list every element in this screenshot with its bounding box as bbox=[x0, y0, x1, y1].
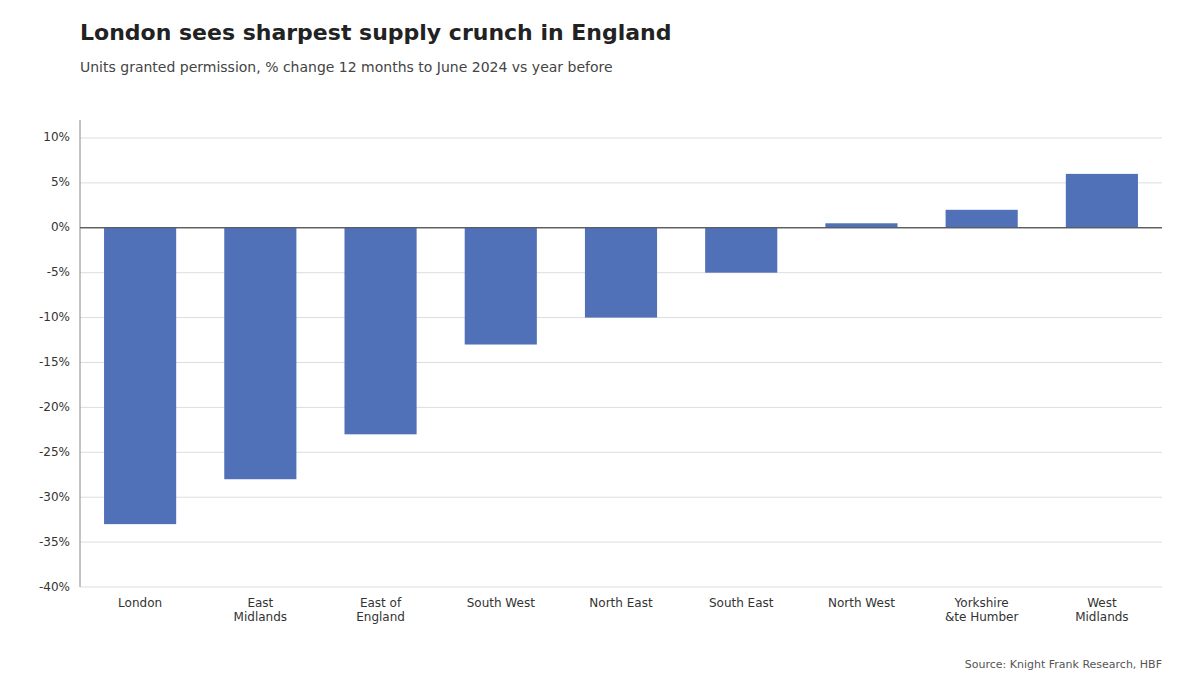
zero-line bbox=[80, 227, 1162, 228]
y-tick-label: -35% bbox=[39, 535, 70, 549]
y-tick-label: -25% bbox=[39, 445, 70, 459]
y-tick-label: 10% bbox=[43, 130, 70, 144]
x-tick-label-line: North West bbox=[828, 596, 895, 610]
y-tick-label: -10% bbox=[39, 310, 70, 324]
x-tick-label: London bbox=[118, 596, 162, 610]
bar bbox=[1066, 174, 1138, 228]
bar bbox=[465, 228, 537, 345]
x-tick-label: South East bbox=[709, 596, 774, 610]
x-tick-label-line: South East bbox=[709, 596, 774, 610]
x-tick-label: Yorkshire&te Humber bbox=[945, 596, 1019, 624]
zero-line bbox=[80, 227, 1162, 228]
x-tick-label-line: South West bbox=[467, 596, 535, 610]
grid-line bbox=[80, 587, 1162, 588]
x-tick-label-line: East of bbox=[360, 596, 402, 610]
bar bbox=[344, 228, 416, 435]
grid-line bbox=[80, 137, 1162, 138]
x-tick-label: North East bbox=[589, 596, 653, 610]
bar bbox=[825, 223, 897, 227]
y-tick-label: -30% bbox=[39, 490, 70, 504]
x-tick-label: WestMidlands bbox=[1075, 596, 1128, 624]
x-tick-label-line: West bbox=[1087, 596, 1117, 610]
chart: London sees sharpest supply crunch in En… bbox=[0, 0, 1192, 682]
x-tick-label-line: North East bbox=[589, 596, 653, 610]
y-tick-label: 5% bbox=[51, 175, 70, 189]
bar bbox=[705, 228, 777, 273]
y-tick-label: 0% bbox=[51, 220, 70, 234]
chart-container: London sees sharpest supply crunch in En… bbox=[0, 0, 1192, 682]
bars bbox=[104, 174, 1138, 524]
x-tick-label-line: England bbox=[356, 610, 405, 624]
x-tick-label-line: Midlands bbox=[234, 610, 287, 624]
x-tick-label: EastMidlands bbox=[234, 596, 287, 624]
bar bbox=[946, 210, 1018, 228]
y-axis-line bbox=[80, 120, 81, 587]
grid-line bbox=[80, 542, 1162, 543]
subtitle: Units granted permission, % change 12 mo… bbox=[80, 59, 613, 75]
grid-line bbox=[80, 182, 1162, 183]
bar bbox=[224, 228, 296, 479]
x-tick-label-line: &te Humber bbox=[945, 610, 1019, 624]
y-tick-label: -5% bbox=[47, 265, 70, 279]
x-tick-label: South West bbox=[467, 596, 535, 610]
grid bbox=[80, 138, 1162, 587]
x-tick-label-line: East bbox=[247, 596, 273, 610]
bar bbox=[585, 228, 657, 318]
x-tick-label-line: London bbox=[118, 596, 162, 610]
x-tick-label-line: Yorkshire bbox=[954, 596, 1009, 610]
y-tick-label: -20% bbox=[39, 400, 70, 414]
x-tick-label: East ofEngland bbox=[356, 596, 405, 624]
bar bbox=[104, 228, 176, 524]
y-tick-label: -15% bbox=[39, 355, 70, 369]
title: London sees sharpest supply crunch in En… bbox=[80, 20, 672, 45]
y-tick-label: -40% bbox=[39, 580, 70, 594]
grid-line bbox=[80, 497, 1162, 498]
source: Source: Knight Frank Research, HBF bbox=[965, 658, 1162, 671]
x-tick-label-line: Midlands bbox=[1075, 610, 1128, 624]
x-tick-label: North West bbox=[828, 596, 895, 610]
